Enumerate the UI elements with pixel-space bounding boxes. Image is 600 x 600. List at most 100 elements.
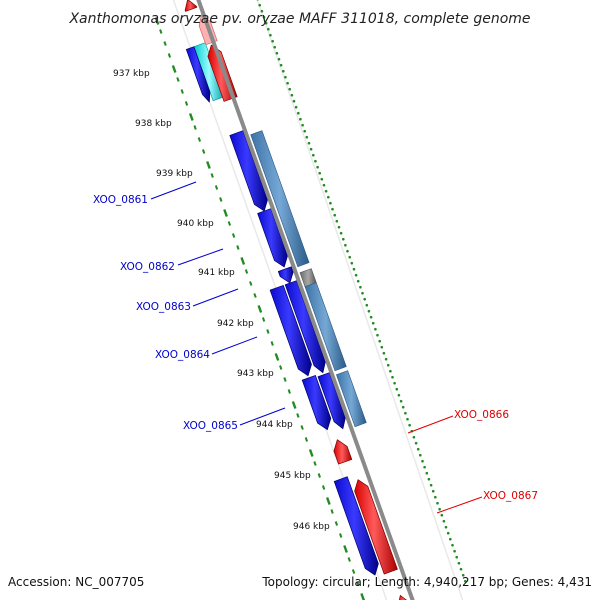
tick-dot bbox=[436, 501, 439, 505]
tick-dash bbox=[308, 449, 314, 457]
tick-dot bbox=[412, 435, 416, 439]
tick-dot bbox=[271, 39, 274, 43]
tick-dash bbox=[193, 125, 197, 130]
tick-dot bbox=[324, 189, 328, 193]
tick-dash bbox=[219, 197, 223, 202]
tick-dot bbox=[401, 405, 405, 409]
tick-dot bbox=[421, 459, 424, 463]
gene-label-xoo-0863[interactable]: XOO_0863 bbox=[136, 301, 191, 313]
gene-label-xoo-0867[interactable]: XOO_0867 bbox=[483, 490, 538, 502]
tick-dash bbox=[159, 29, 163, 34]
cds-arrow-xoo-0865b[interactable] bbox=[301, 375, 332, 431]
scale-label-943: 943 kbp bbox=[237, 369, 274, 379]
tick-dot bbox=[461, 573, 465, 577]
tick-dot bbox=[305, 135, 309, 139]
tick-dot bbox=[371, 321, 375, 325]
tick-dot bbox=[322, 183, 326, 187]
tick-dot bbox=[350, 261, 354, 265]
tick-dash bbox=[317, 473, 321, 478]
tick-dot bbox=[312, 153, 315, 157]
tick-dot bbox=[442, 519, 446, 523]
tick-dash bbox=[227, 221, 232, 226]
tick-dash bbox=[274, 353, 280, 361]
tick-dot bbox=[369, 315, 373, 319]
topology-text: Topology: circular; Length: 4,940,217 bp… bbox=[262, 575, 592, 589]
tick-dot bbox=[282, 69, 285, 73]
tick-dot bbox=[329, 201, 332, 205]
tick-dot bbox=[327, 195, 330, 199]
tick-dot bbox=[288, 87, 292, 91]
tick-dot bbox=[453, 549, 456, 553]
tick-dot bbox=[367, 309, 371, 313]
tick-dot bbox=[346, 249, 349, 253]
tick-dash bbox=[313, 461, 317, 466]
gene-label-xoo-0866[interactable]: XOO_0866 bbox=[454, 409, 509, 421]
tick-dot bbox=[425, 471, 429, 475]
tick-dot bbox=[352, 267, 356, 271]
tick-dot bbox=[284, 75, 287, 79]
gene-region-xoo-0864 bbox=[304, 282, 347, 372]
gene-label-xoo-0862[interactable]: XOO_0862 bbox=[120, 261, 175, 273]
tick-dash bbox=[334, 521, 339, 526]
tick-dot bbox=[354, 273, 358, 277]
tick-dot bbox=[414, 441, 418, 445]
tick-dot bbox=[459, 567, 463, 571]
tick-dot bbox=[393, 381, 396, 385]
tick-dash bbox=[287, 389, 291, 394]
cds-arrow-xoo-0867[interactable] bbox=[333, 476, 379, 576]
cds-arrow-xoo-0864b[interactable] bbox=[269, 285, 312, 377]
tick-dot bbox=[307, 141, 311, 145]
tick-dot bbox=[256, 0, 259, 1]
leader-line-xoo-0864 bbox=[211, 336, 258, 355]
tick-dot bbox=[359, 285, 362, 289]
tick-dot bbox=[342, 237, 345, 241]
tick-dot bbox=[380, 345, 384, 349]
tick-dash bbox=[266, 329, 270, 334]
tick-dot bbox=[457, 561, 461, 565]
tick-dash bbox=[321, 485, 326, 490]
cds-arrow-bottom-red[interactable] bbox=[398, 595, 410, 600]
tick-dot bbox=[438, 507, 441, 511]
tick-dot bbox=[348, 255, 352, 259]
tick-dash bbox=[300, 425, 304, 430]
tick-dot bbox=[429, 483, 433, 487]
map-title: Xanthomonas oryzae pv. oryzae MAFF 31101… bbox=[68, 11, 530, 27]
tick-dash bbox=[360, 593, 365, 600]
tick-dot bbox=[269, 33, 272, 37]
tick-dash bbox=[214, 185, 219, 190]
tick-dash bbox=[330, 509, 334, 514]
tick-dot bbox=[363, 297, 367, 301]
gene-label-xoo-0864[interactable]: XOO_0864 bbox=[155, 349, 210, 361]
tick-dash bbox=[167, 53, 172, 58]
tick-dot bbox=[408, 423, 411, 427]
tick-dot bbox=[339, 231, 343, 235]
tick-dot bbox=[382, 351, 386, 355]
tick-dash bbox=[180, 89, 184, 94]
cds-arrow-top-red-a[interactable] bbox=[184, 0, 198, 12]
tick-dot bbox=[273, 45, 277, 49]
tick-dash bbox=[257, 305, 263, 313]
leader-line-xoo-0861 bbox=[150, 181, 197, 200]
genome-backbone bbox=[196, 0, 415, 600]
tick-dash bbox=[351, 569, 356, 574]
cds-arrow-xoo-0867-red[interactable] bbox=[354, 479, 398, 575]
tick-dot bbox=[416, 447, 420, 451]
tick-dash bbox=[304, 437, 309, 442]
gene-label-xoo-0865[interactable]: XOO_0865 bbox=[183, 420, 238, 432]
leader-line-xoo-0866 bbox=[407, 415, 454, 434]
gene-label-xoo-0861[interactable]: XOO_0861 bbox=[93, 194, 148, 206]
tick-dot bbox=[292, 99, 296, 103]
tick-dot bbox=[294, 105, 298, 109]
cds-arrow-top-blue[interactable] bbox=[185, 46, 211, 103]
tick-dash bbox=[154, 17, 160, 25]
tick-dot bbox=[301, 123, 304, 127]
tick-dot bbox=[314, 159, 317, 163]
tick-dash bbox=[296, 413, 300, 418]
leader-line-xoo-0862 bbox=[177, 248, 224, 266]
tick-dot bbox=[361, 291, 364, 295]
tick-dot bbox=[344, 243, 347, 247]
cds-arrow-xoo-0866[interactable] bbox=[333, 439, 353, 465]
tick-dot bbox=[356, 279, 360, 283]
leader-line-xoo-0865 bbox=[239, 407, 286, 426]
tick-dot bbox=[431, 489, 435, 493]
